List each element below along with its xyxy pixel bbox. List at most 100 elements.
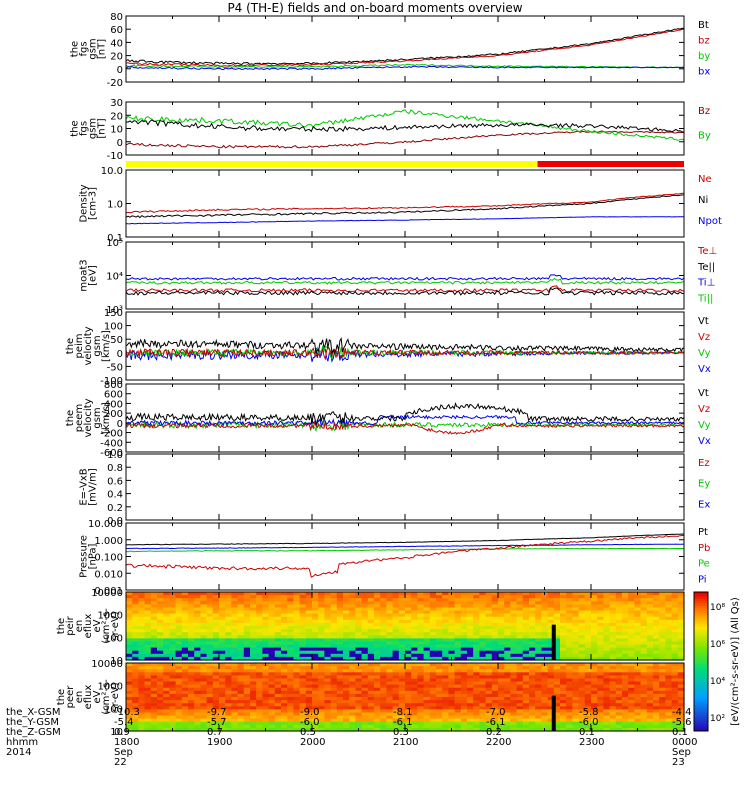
spectrogram-cell [281, 721, 288, 726]
spectrogram-cell [181, 601, 189, 605]
spectrogram-cell [634, 653, 642, 658]
spectrogram-cell [262, 718, 270, 723]
spectrogram-cell [281, 663, 288, 667]
spectrogram-cell [305, 601, 313, 605]
spectrogram-cell [646, 675, 654, 680]
spectrogram-cell [386, 700, 394, 704]
spectrogram-cell [318, 684, 325, 689]
spectrogram-cell [510, 666, 518, 670]
spectrogram-cell [622, 724, 629, 729]
spectrogram-cell [268, 626, 276, 630]
spectrogram-cell [194, 703, 201, 707]
spectrogram-cell [460, 690, 468, 695]
spectrogram-cell [411, 703, 418, 707]
spectrogram-cell [547, 706, 555, 710]
spectrogram-cell [225, 595, 232, 599]
spectrogram-cell [448, 650, 456, 655]
spectrogram-cell [485, 678, 493, 683]
spectrogram-cell [541, 626, 549, 630]
spectrogram-cell [237, 610, 245, 615]
spectrogram-cell [163, 693, 170, 698]
spectrogram-cell [336, 641, 344, 646]
spectrogram-cell [541, 613, 549, 618]
spectrogram-cell [411, 724, 418, 729]
spectrogram-cell [150, 690, 158, 695]
spectrogram-cell [181, 697, 189, 701]
spectrogram-cell [287, 598, 294, 602]
spectrogram-cell [374, 666, 381, 670]
spectrogram-cell [467, 613, 474, 618]
spectrogram-cell [330, 595, 338, 599]
spectrogram-cell [380, 700, 387, 704]
spectrogram-cell [200, 669, 208, 673]
spectrogram-cell [349, 610, 356, 615]
spectrogram-cell [188, 616, 195, 621]
spectrogram-cell [157, 641, 164, 646]
footer-value: -6.0 [300, 717, 320, 728]
spectrogram-cell [157, 721, 164, 726]
colorbar-cell [694, 710, 708, 713]
spectrogram-cell [169, 604, 177, 609]
spectrogram-cell [299, 613, 307, 618]
spectrogram-cell [243, 616, 251, 621]
spectrogram-cell [219, 610, 226, 615]
spectrogram-cell [653, 635, 660, 639]
spectrogram-cell [386, 595, 394, 599]
spectrogram-cell [299, 693, 307, 698]
footer-value: 0.9 [114, 727, 130, 738]
spectrogram-cell [250, 703, 257, 707]
spectrogram-cell [163, 724, 170, 729]
spectrogram-cell [343, 650, 350, 655]
spectrogram-cell [330, 724, 338, 729]
spectrogram-cell [460, 672, 468, 676]
spectrogram-cell [578, 669, 586, 673]
spectrogram-cell [138, 663, 146, 667]
spectrogram-cell [256, 604, 263, 609]
spectrogram-cell [547, 632, 555, 636]
colorbar-cell [694, 680, 708, 683]
spectrogram-cell [336, 718, 344, 723]
spectrogram-cell [138, 656, 146, 661]
colorbar-cell [694, 629, 708, 632]
spectrogram-cell [578, 675, 586, 680]
y-axis-label: thepeimvelocitygsm[km/s] [65, 326, 112, 365]
spectrogram-cell [312, 610, 319, 615]
spectrogram-cell [312, 619, 319, 624]
spectrogram-cell [175, 604, 183, 609]
spectrogram-cell [653, 675, 660, 680]
spectrogram-cell [429, 626, 437, 630]
spectrogram-cell [274, 656, 282, 661]
spectrogram-cell [553, 700, 561, 704]
spectrogram-cell [436, 601, 443, 605]
spectrogram-cell [330, 604, 338, 609]
spectrogram-cell [126, 626, 133, 630]
spectrogram-cell [547, 626, 555, 630]
spectrogram-cell [355, 604, 363, 609]
spectrogram-cell [138, 616, 146, 621]
spectrogram-cell [262, 607, 270, 612]
spectrogram-cell [175, 675, 183, 680]
spectrogram-cell [386, 601, 394, 605]
spectrogram-cell [442, 727, 449, 732]
spectrogram-cell [640, 595, 648, 599]
spectrogram-cell [386, 656, 394, 661]
spectrogram-cell [653, 690, 660, 695]
spectrogram-cell [188, 622, 195, 627]
spectrogram-cell [287, 650, 294, 655]
spectrogram-cell [386, 650, 394, 655]
spectrogram-cell [522, 644, 530, 649]
spectrogram-cell [194, 718, 201, 723]
spectrogram-cell [126, 706, 133, 710]
spectrogram-cell [361, 626, 369, 630]
spectrogram-cell [516, 697, 524, 701]
colorbar-cell [694, 642, 708, 646]
spectrogram-cell [305, 647, 313, 652]
spectrogram-cell [349, 632, 356, 636]
spectrogram-cell [572, 724, 580, 729]
spectrogram-cell [609, 595, 617, 599]
spectrogram-cell [553, 693, 561, 698]
spectrogram-cell [510, 715, 518, 720]
spectrogram-cell [541, 619, 549, 624]
spectrogram-cell [411, 690, 418, 695]
spectrogram-cell [305, 678, 313, 683]
